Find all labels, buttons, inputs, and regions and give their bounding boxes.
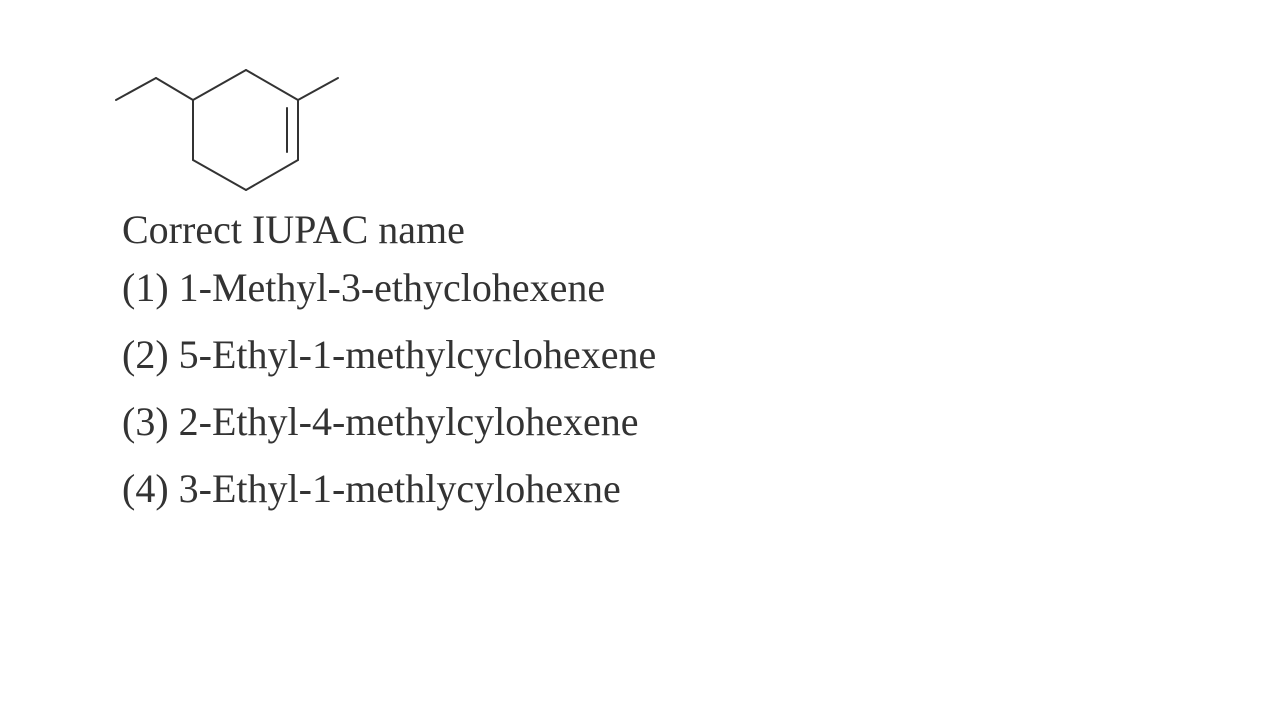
option-1-text: 1-Methyl-3-ethyclohexene	[178, 265, 606, 310]
option-4[interactable]: (4) 3-Ethyl-1-methlycylohexne	[122, 465, 656, 513]
methyl-bond	[297, 77, 339, 101]
answer-options: (1) 1-Methyl-3-ethyclohexene (2) 5-Ethyl-1…	[122, 264, 656, 532]
option-1-number: (1)	[122, 265, 169, 310]
skeletal-structure	[115, 69, 339, 191]
option-4-text: 3-Ethyl-1-methlycylohexne	[178, 466, 621, 511]
option-2[interactable]: (2) 5-Ethyl-1-methylcyclohexene	[122, 331, 656, 379]
ring-bond-2	[245, 69, 299, 101]
ring-bond-1	[192, 69, 247, 101]
option-3[interactable]: (3) 2-Ethyl-4-methylcylohexene	[122, 398, 656, 446]
option-2-number: (2)	[122, 332, 169, 377]
option-4-number: (4)	[122, 466, 169, 511]
ring-bond-4	[245, 159, 299, 191]
option-3-text: 2-Ethyl-4-methylcylohexene	[178, 399, 639, 444]
question-label: Correct IUPAC name	[122, 207, 465, 252]
option-3-number: (3)	[122, 399, 169, 444]
ethyl-bond-terminal	[115, 77, 157, 101]
option-2-text: 5-Ethyl-1-methylcyclohexene	[178, 332, 657, 377]
ring-bond-5	[192, 159, 247, 191]
ethyl-bond-attach	[155, 77, 194, 101]
option-1[interactable]: (1) 1-Methyl-3-ethyclohexene	[122, 264, 656, 312]
